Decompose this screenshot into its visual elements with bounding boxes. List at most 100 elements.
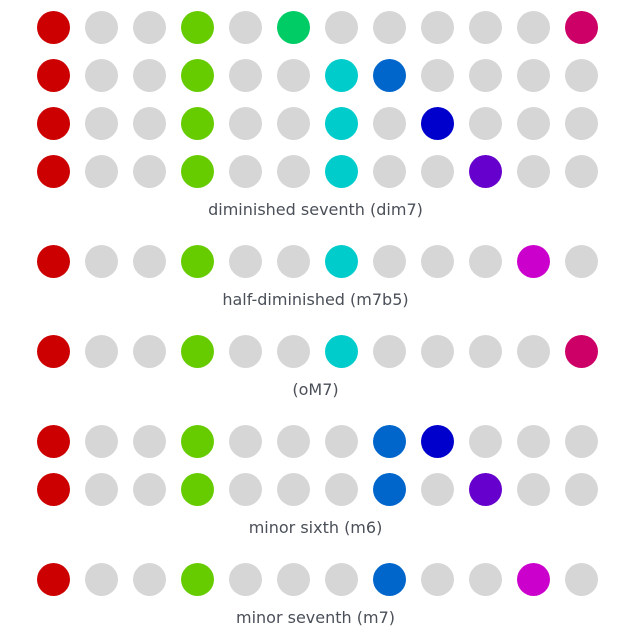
pitch-dot-inactive: [564, 244, 598, 278]
pitch-dot-inactive: [420, 58, 454, 92]
pitch-dot-active: [180, 472, 214, 506]
pitch-dot-inactive: [420, 10, 454, 44]
pitch-dot-active: [324, 244, 358, 278]
pitch-dot-inactive: [516, 10, 550, 44]
pitch-dot-inactive: [564, 472, 598, 506]
pitch-dot-inactive: [228, 562, 262, 596]
chord-caption: (oM7): [292, 380, 339, 399]
pitch-dot-inactive: [468, 58, 502, 92]
pitch-dot-inactive: [84, 472, 118, 506]
pitch-dot-inactive: [84, 58, 118, 92]
pitch-dot-active: [180, 424, 214, 458]
pitch-dot-inactive: [468, 106, 502, 140]
pitch-dot-active: [564, 334, 598, 368]
chord-caption: minor seventh (m7): [235, 608, 395, 627]
pitch-dot-inactive: [84, 424, 118, 458]
pitch-dot-active: [180, 58, 214, 92]
pitch-dot-inactive: [132, 58, 166, 92]
pitch-dot-inactive: [516, 334, 550, 368]
pitch-dot-active: [36, 106, 70, 140]
pitch-dot-active: [36, 424, 70, 458]
pitch-dot-active: [36, 154, 70, 188]
pitch-dot-inactive: [132, 154, 166, 188]
pitch-dot-inactive: [420, 562, 454, 596]
pitch-dot-active: [372, 472, 406, 506]
pitch-dot-inactive: [468, 334, 502, 368]
chord-caption: half-diminished (m7b5): [222, 290, 409, 309]
pitch-dot-active: [180, 10, 214, 44]
pitch-dot-active: [372, 424, 406, 458]
pitch-dot-inactive: [132, 244, 166, 278]
pitch-dot-active: [36, 334, 70, 368]
pitch-dot-active: [372, 58, 406, 92]
pitch-dot-active: [36, 58, 70, 92]
pitch-dot-inactive: [276, 106, 310, 140]
pitch-dot-inactive: [132, 472, 166, 506]
pitch-dot-inactive: [276, 334, 310, 368]
pitch-dot-inactive: [276, 244, 310, 278]
pitch-dot-inactive: [276, 58, 310, 92]
pitch-dot-inactive: [228, 472, 262, 506]
pitch-dot-inactive: [84, 10, 118, 44]
pitch-dot-inactive: [276, 472, 310, 506]
pitch-dot-active: [468, 154, 502, 188]
pitch-dot-active: [468, 472, 502, 506]
pitch-dot-inactive: [276, 154, 310, 188]
pitch-dot-inactive: [132, 424, 166, 458]
pitch-dot-inactive: [84, 562, 118, 596]
pitch-dot-active: [180, 562, 214, 596]
pitch-dot-active: [180, 244, 214, 278]
pitch-dot-active: [372, 562, 406, 596]
pitch-dot-active: [324, 334, 358, 368]
pitch-dot-active: [324, 154, 358, 188]
pitch-dot-inactive: [468, 562, 502, 596]
pitch-dot-inactive: [228, 154, 262, 188]
pitch-dot-inactive: [324, 10, 358, 44]
pitch-dot-inactive: [324, 562, 358, 596]
pitch-dot-inactive: [132, 106, 166, 140]
pitch-dot-inactive: [132, 334, 166, 368]
pitch-dot-inactive: [324, 472, 358, 506]
pitch-dot-inactive: [516, 424, 550, 458]
pitch-dot-active: [324, 106, 358, 140]
chord-caption: diminished seventh (dim7): [208, 200, 423, 219]
pitch-dot-inactive: [420, 244, 454, 278]
pitch-dot-inactive: [468, 244, 502, 278]
pitch-dot-inactive: [564, 562, 598, 596]
pitch-dot-inactive: [516, 472, 550, 506]
pitch-dot-inactive: [420, 154, 454, 188]
pitch-dot-inactive: [228, 58, 262, 92]
pitch-dot-inactive: [276, 562, 310, 596]
pitch-dot-inactive: [420, 472, 454, 506]
pitch-dot-active: [180, 106, 214, 140]
pitch-dot-active: [180, 154, 214, 188]
pitch-dot-inactive: [564, 424, 598, 458]
pitch-dot-inactive: [324, 424, 358, 458]
pitch-dot-inactive: [228, 424, 262, 458]
pitch-dot-inactive: [372, 334, 406, 368]
pitch-dot-active: [36, 562, 70, 596]
pitch-dot-active: [564, 10, 598, 44]
pitch-dot-active: [324, 58, 358, 92]
pitch-dot-inactive: [564, 154, 598, 188]
pitch-dot-inactive: [84, 154, 118, 188]
pitch-dot-inactive: [228, 10, 262, 44]
pitch-dot-inactive: [276, 424, 310, 458]
pitch-dot-active: [36, 10, 70, 44]
pitch-dot-inactive: [372, 244, 406, 278]
pitch-dot-active: [276, 10, 310, 44]
pitch-dot-inactive: [564, 58, 598, 92]
pitch-dot-inactive: [132, 562, 166, 596]
pitch-dot-inactive: [516, 154, 550, 188]
pitch-dot-inactive: [372, 106, 406, 140]
pitch-dot-inactive: [228, 106, 262, 140]
pitch-dot-inactive: [84, 334, 118, 368]
pitch-dot-inactive: [468, 424, 502, 458]
pitch-dot-inactive: [516, 58, 550, 92]
pitch-dot-inactive: [228, 334, 262, 368]
pitch-dot-inactive: [564, 106, 598, 140]
pitch-dot-inactive: [132, 10, 166, 44]
pitch-dot-inactive: [372, 154, 406, 188]
pitch-dot-active: [420, 106, 454, 140]
